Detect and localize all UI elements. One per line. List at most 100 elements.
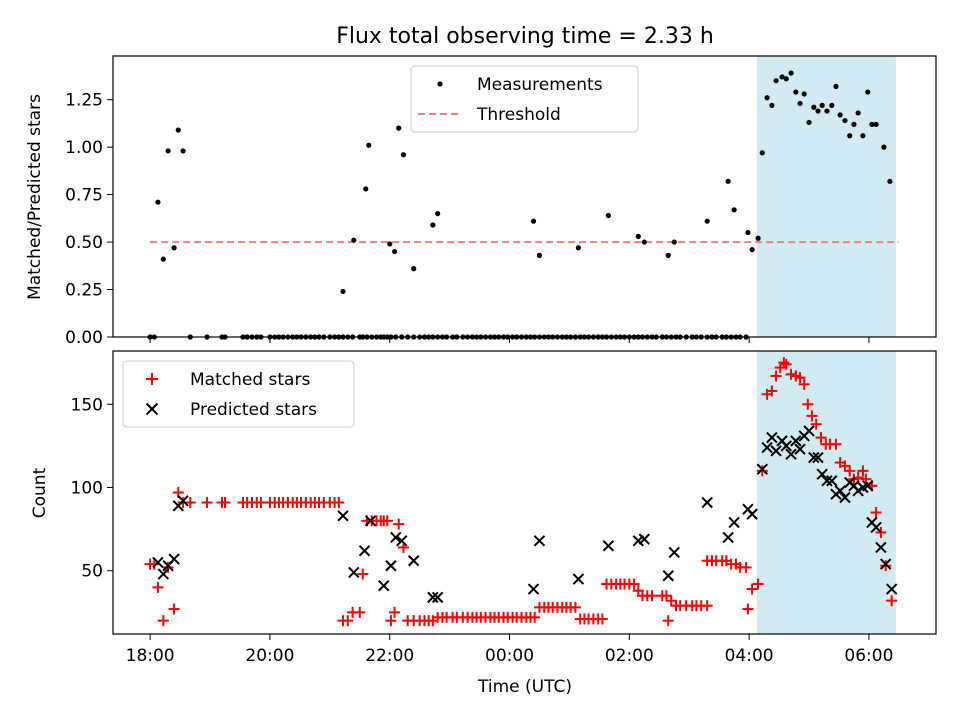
legend-matched-marker (146, 373, 158, 385)
measurement-points (147, 70, 893, 340)
x-tick-label: 00:00 (485, 646, 534, 666)
predicted-star-point (812, 451, 824, 464)
matched-star-point (857, 465, 869, 477)
legend-predicted-label: Predicted stars (190, 400, 317, 420)
x-stroke-b (766, 431, 778, 444)
predicted-star-point (668, 546, 680, 559)
measurement-point (340, 288, 346, 295)
matched-star-point (529, 611, 541, 623)
x-stroke-b (803, 425, 815, 437)
x-stroke-b (790, 435, 802, 447)
measurement-point (731, 207, 737, 213)
measurement-point (779, 74, 785, 80)
x-stroke-b (879, 558, 892, 570)
x-tick-label: 02:00 (605, 646, 654, 666)
count-legend: Matched stars Predicted stars (122, 360, 355, 428)
measurement-point (155, 199, 161, 205)
measurement-point (759, 150, 765, 156)
x-stroke-b (407, 555, 420, 567)
matched-star-point (778, 357, 790, 369)
matched-star-point (168, 603, 180, 615)
predicted-star-point (701, 496, 713, 509)
matched-star-point (385, 615, 397, 627)
predicted-star-point (364, 515, 377, 527)
x-stroke-b (668, 546, 680, 559)
predicted-star-point (385, 560, 397, 572)
measurement-point (788, 70, 794, 76)
x-stroke-b (875, 541, 887, 554)
matched-star-point (201, 496, 213, 508)
matched-star-point (794, 372, 806, 384)
matched-star-point (219, 496, 231, 508)
matched-star-point (184, 496, 196, 508)
predicted-star-point (785, 448, 797, 460)
predicted-star-point (885, 583, 898, 595)
matched-star-point (646, 590, 658, 602)
chart-title: Flux total observing time = 2.33 h (336, 24, 714, 49)
measurement-point (530, 218, 537, 224)
y-tick-label: 50 (81, 562, 103, 582)
predicted-star-point (431, 591, 444, 604)
count-y-label: Count (30, 467, 50, 518)
measurement-point (881, 144, 887, 150)
x-stroke-b (746, 508, 758, 520)
measurement-point (829, 102, 835, 108)
predicted-star-point (852, 485, 864, 497)
measurement-point (869, 121, 875, 127)
x-stroke-b (527, 583, 540, 595)
matched-star-point (596, 613, 608, 625)
x-stroke-b (821, 475, 833, 487)
matched-star-point (830, 438, 842, 450)
measurement-point (801, 91, 807, 97)
x-stroke-b (785, 448, 797, 460)
measurement-point (175, 127, 181, 133)
measurement-point (842, 117, 848, 124)
x-stroke-b (722, 531, 734, 544)
measurement-point (773, 78, 779, 84)
measurement-point (160, 256, 166, 262)
matched-star-point (752, 578, 764, 590)
x-stroke-b (378, 580, 390, 592)
predicted-star-point (533, 535, 546, 547)
x-stroke-b (756, 463, 769, 475)
y-tick-label: 0.75 (65, 186, 103, 206)
predicted-star-point (390, 531, 402, 544)
matched-star-point (381, 515, 393, 527)
matched-star-point (152, 581, 164, 593)
matched-star-point (756, 465, 768, 477)
x-stroke-b (770, 445, 782, 457)
predicted-star-point (746, 508, 758, 520)
matched-star-point (357, 568, 369, 580)
x-stroke-b (358, 545, 371, 557)
highlight-span (756, 56, 896, 337)
legend-measurements-label: Measurements (477, 75, 603, 95)
x-tick-label: 20:00 (245, 646, 294, 666)
ratio-legend-box (410, 65, 639, 133)
measurement-point (797, 100, 803, 107)
measurement-point (815, 108, 821, 114)
x-stroke-b (364, 515, 377, 527)
measurement-point (180, 148, 186, 154)
matched-star-point (798, 378, 810, 390)
x-stroke-b (431, 591, 444, 604)
matched-star-point (780, 358, 792, 370)
predicted-star-point (168, 553, 180, 565)
predicted-star-point (337, 510, 349, 522)
x-tick-label: 04:00 (725, 646, 774, 666)
predicted-star-point (756, 463, 769, 475)
matched-star-point (880, 560, 892, 572)
predicted-star-point (770, 445, 782, 457)
predicted-star-point (826, 475, 838, 487)
x-stroke-b (427, 591, 439, 604)
matched-star-points (144, 357, 898, 627)
measurement-point (847, 133, 853, 139)
x-stroke-b (862, 480, 874, 492)
measurement-point (430, 222, 436, 228)
x-stroke-b (572, 573, 585, 585)
matched-star-point (770, 370, 782, 382)
measurement-point (769, 102, 775, 108)
measurement-point (704, 218, 710, 224)
predicted-star-point (790, 435, 802, 447)
measurement-point (833, 83, 839, 89)
ratio-y-axis: 0.00 0.25 0.50 0.75 1.00 1.25 (65, 91, 113, 348)
